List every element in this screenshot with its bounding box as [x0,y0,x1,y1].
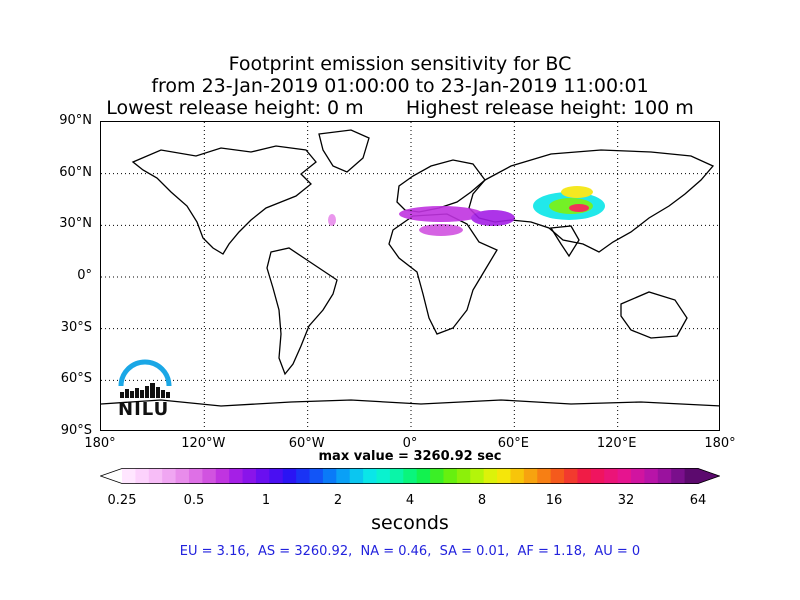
colorbar-cell [470,468,485,484]
longitude-label: 120°W [181,436,226,451]
australia [620,291,688,339]
colorbar-cell [456,468,471,484]
colorbar-cell [376,468,391,484]
longitude-label: 0° [402,436,418,451]
colorbar-cell [363,468,378,484]
region-stats: EU = 3.16, AS = 3260.92, NA = 0.46, SA =… [179,544,641,559]
title-line-2: from 23-Jan-2019 01:00:00 to 23-Jan-2019… [151,75,649,97]
footprint-overlay [328,186,605,236]
footprint-central-asia-peak [569,204,589,212]
footprint-atlantic [328,214,336,226]
continent-outlines [101,129,719,407]
colorbar-cell [135,468,150,484]
footprint-middle-east [471,210,515,226]
colorbar-cells [100,468,720,484]
colorbar-cell [510,468,525,484]
colorbar-cell [577,468,592,484]
longitude-label: 180° [704,436,736,451]
colorbar [100,468,720,484]
greenland [318,129,370,173]
latitude-label: 60°N [59,164,92,180]
colorbar-cell [296,468,311,484]
graticule [101,122,719,430]
colorbar-cell [671,468,686,484]
colorbar-cell [242,468,257,484]
colorbar-cell [122,468,136,484]
south-america [266,247,338,376]
colorbar-cell [416,468,431,484]
colorbar-tick-label: 0.5 [183,493,205,508]
colorbar-cell [229,468,244,484]
colorbar-cell [403,468,418,484]
india [549,225,580,258]
longitude-label: 60°E [497,436,529,451]
latitude-label: 90°S [60,423,92,438]
world-map [101,122,719,430]
nilu-logo [118,359,172,398]
colorbar-tick-label: 2 [333,493,343,508]
colorbar-cell [443,468,458,484]
colorbar-cell [644,468,659,484]
colorbar-cell [269,468,284,484]
colorbar-cell [497,468,511,484]
longitude-label: 60°W [288,436,325,451]
colorbar-cell [255,468,270,484]
colorbar-cell [175,468,190,484]
colorbar-cell [309,468,324,484]
title-line-3: Lowest release height: 0 m Highest relea… [106,97,694,119]
colorbar-tick-label: 16 [545,493,563,508]
colorbar-cell [657,468,672,484]
europe [396,159,486,213]
nilu-logo-text: NILU [118,399,170,420]
colorbar-tick-label: 8 [477,493,487,508]
colorbar-extend-max [698,468,720,484]
colorbar-cell [564,468,578,484]
colorbar-unit-label: seconds [371,512,449,534]
colorbar-tick-label: 32 [617,493,635,508]
footprint-mediterranean [399,206,483,222]
colorbar-cell [523,468,538,484]
colorbar-cell [349,468,364,484]
colorbar-outline [100,468,720,484]
colorbar-cell [537,468,552,484]
north-america [131,145,317,255]
colorbar-cell [590,468,605,484]
antarctica [101,399,719,407]
latitude-label: 0° [77,268,92,283]
colorbar-cell [550,468,565,484]
colorbar-cell [336,468,351,484]
colorbar-cell [188,468,203,484]
colorbar-cell [684,468,699,484]
latitude-label: 30°N [59,216,92,232]
longitude-label: 180° [84,436,116,451]
map-frame [100,121,720,431]
colorbar-cell [430,468,444,484]
colorbar-extend-min [100,468,122,484]
colorbar-tick-label: 1 [261,493,271,508]
title-line-1: Footprint emission sensitivity for BC [228,53,572,75]
colorbar-cell [162,468,177,484]
colorbar-cell [389,468,404,484]
colorbar-cell [483,468,498,484]
colorbar-cell [322,468,337,484]
colorbar-cell [631,468,645,484]
longitude-label: 120°E [596,436,637,451]
footprint-north-africa [419,224,463,236]
latitude-label: 90°N [59,113,92,128]
colorbar-cell [282,468,297,484]
colorbar-tick-label: 64 [689,493,707,508]
colorbar-cell [215,468,230,484]
latitude-label: 60°S [60,371,92,387]
colorbar-cell [202,468,217,484]
latitude-label: 30°S [60,319,92,335]
footprint-siberia [561,186,593,198]
colorbar-cell [148,468,163,484]
colorbar-tick-label: 0.25 [107,493,137,508]
max-value-label: max value = 3260.92 sec [318,449,502,464]
colorbar-cell [617,468,632,484]
colorbar-tick-label: 4 [405,493,415,508]
colorbar-cell [604,468,619,484]
